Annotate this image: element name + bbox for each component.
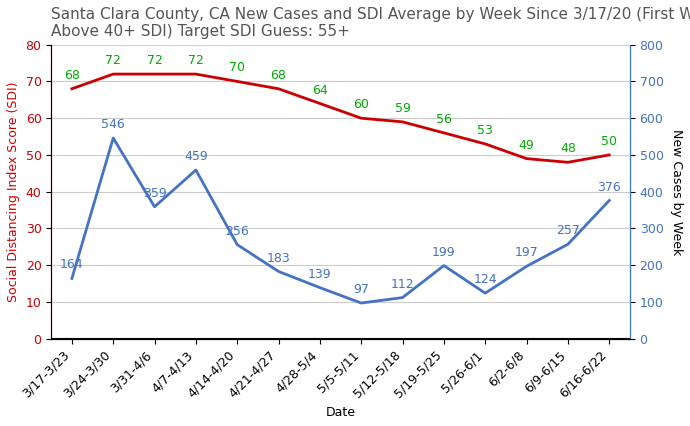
Text: 112: 112 xyxy=(391,278,415,291)
Text: 53: 53 xyxy=(477,124,493,137)
Text: Santa Clara County, CA New Cases and SDI Average by Week Since 3/17/20 (First We: Santa Clara County, CA New Cases and SDI… xyxy=(51,7,690,39)
Text: 48: 48 xyxy=(560,142,576,155)
Text: 546: 546 xyxy=(101,118,125,131)
Text: 68: 68 xyxy=(270,69,286,82)
Text: 256: 256 xyxy=(226,225,249,238)
Text: 197: 197 xyxy=(515,246,538,259)
Text: 257: 257 xyxy=(556,225,580,237)
Text: 376: 376 xyxy=(598,181,621,193)
Y-axis label: Social Distancing Index Score (SDI): Social Distancing Index Score (SDI) xyxy=(7,81,20,302)
Text: 56: 56 xyxy=(436,113,452,126)
Text: 97: 97 xyxy=(353,283,369,296)
X-axis label: Date: Date xyxy=(326,406,355,419)
Text: 49: 49 xyxy=(519,139,535,152)
Text: 59: 59 xyxy=(395,102,411,115)
Text: 60: 60 xyxy=(353,98,369,111)
Text: 359: 359 xyxy=(143,187,166,200)
Y-axis label: New Cases by Week: New Cases by Week xyxy=(670,129,683,255)
Text: 64: 64 xyxy=(312,83,328,97)
Text: 72: 72 xyxy=(146,54,162,67)
Text: 139: 139 xyxy=(308,268,332,281)
Text: 72: 72 xyxy=(106,54,121,67)
Text: 199: 199 xyxy=(432,246,455,259)
Text: 124: 124 xyxy=(473,273,497,286)
Text: 68: 68 xyxy=(64,69,80,82)
Text: 70: 70 xyxy=(229,61,245,75)
Text: 72: 72 xyxy=(188,54,204,67)
Text: 459: 459 xyxy=(184,150,208,163)
Text: 164: 164 xyxy=(60,259,83,271)
Text: 183: 183 xyxy=(266,251,290,265)
Text: 50: 50 xyxy=(601,135,618,148)
